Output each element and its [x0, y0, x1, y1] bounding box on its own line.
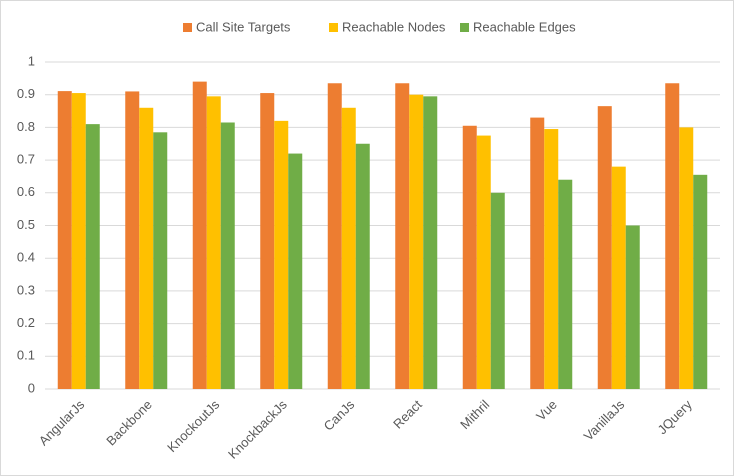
- y-tick-label: 0.7: [17, 152, 35, 167]
- bar: [260, 93, 275, 389]
- bar: [544, 129, 559, 389]
- legend-swatch: [183, 23, 192, 32]
- y-tick-label: 0.5: [17, 217, 35, 232]
- y-tick-label: 0.4: [17, 250, 35, 265]
- bar: [611, 166, 626, 389]
- bar: [71, 93, 86, 389]
- legend-label: Reachable Edges: [473, 19, 576, 34]
- y-tick-label: 0.9: [17, 86, 35, 101]
- bar: [85, 124, 100, 389]
- bar: [558, 179, 573, 389]
- bar: [597, 106, 612, 390]
- y-tick-label: 1: [28, 53, 35, 68]
- legend-swatch: [460, 23, 469, 32]
- bar: [355, 143, 370, 389]
- bar: [206, 96, 221, 390]
- bar: [530, 117, 545, 389]
- bar: [625, 225, 640, 389]
- bar: [153, 132, 168, 389]
- bar: [57, 91, 72, 389]
- bar: [125, 91, 140, 390]
- y-tick-label: 0: [28, 380, 35, 395]
- bar: [220, 122, 235, 390]
- bar: [395, 83, 410, 389]
- legend-label: Call Site Targets: [196, 19, 291, 34]
- legend-label: Reachable Nodes: [342, 19, 446, 34]
- y-tick-label: 0.8: [17, 119, 35, 134]
- bar: [341, 107, 356, 389]
- y-tick-label: 0.2: [17, 315, 35, 330]
- legend-swatch: [329, 23, 338, 32]
- bar: [679, 127, 694, 390]
- bar: [327, 83, 342, 389]
- bar: [476, 135, 491, 389]
- bar: [192, 81, 207, 390]
- y-tick-label: 0.3: [17, 282, 35, 297]
- y-tick-label: 0.6: [17, 184, 35, 199]
- bar: [462, 125, 477, 389]
- bar: [665, 83, 680, 389]
- bar: [490, 192, 505, 389]
- bar: [423, 96, 438, 390]
- bar: [409, 94, 424, 389]
- bar: [139, 107, 154, 389]
- y-tick-label: 0.1: [17, 348, 35, 363]
- bar: [274, 120, 289, 390]
- bar: [693, 174, 708, 389]
- bar: [288, 153, 303, 389]
